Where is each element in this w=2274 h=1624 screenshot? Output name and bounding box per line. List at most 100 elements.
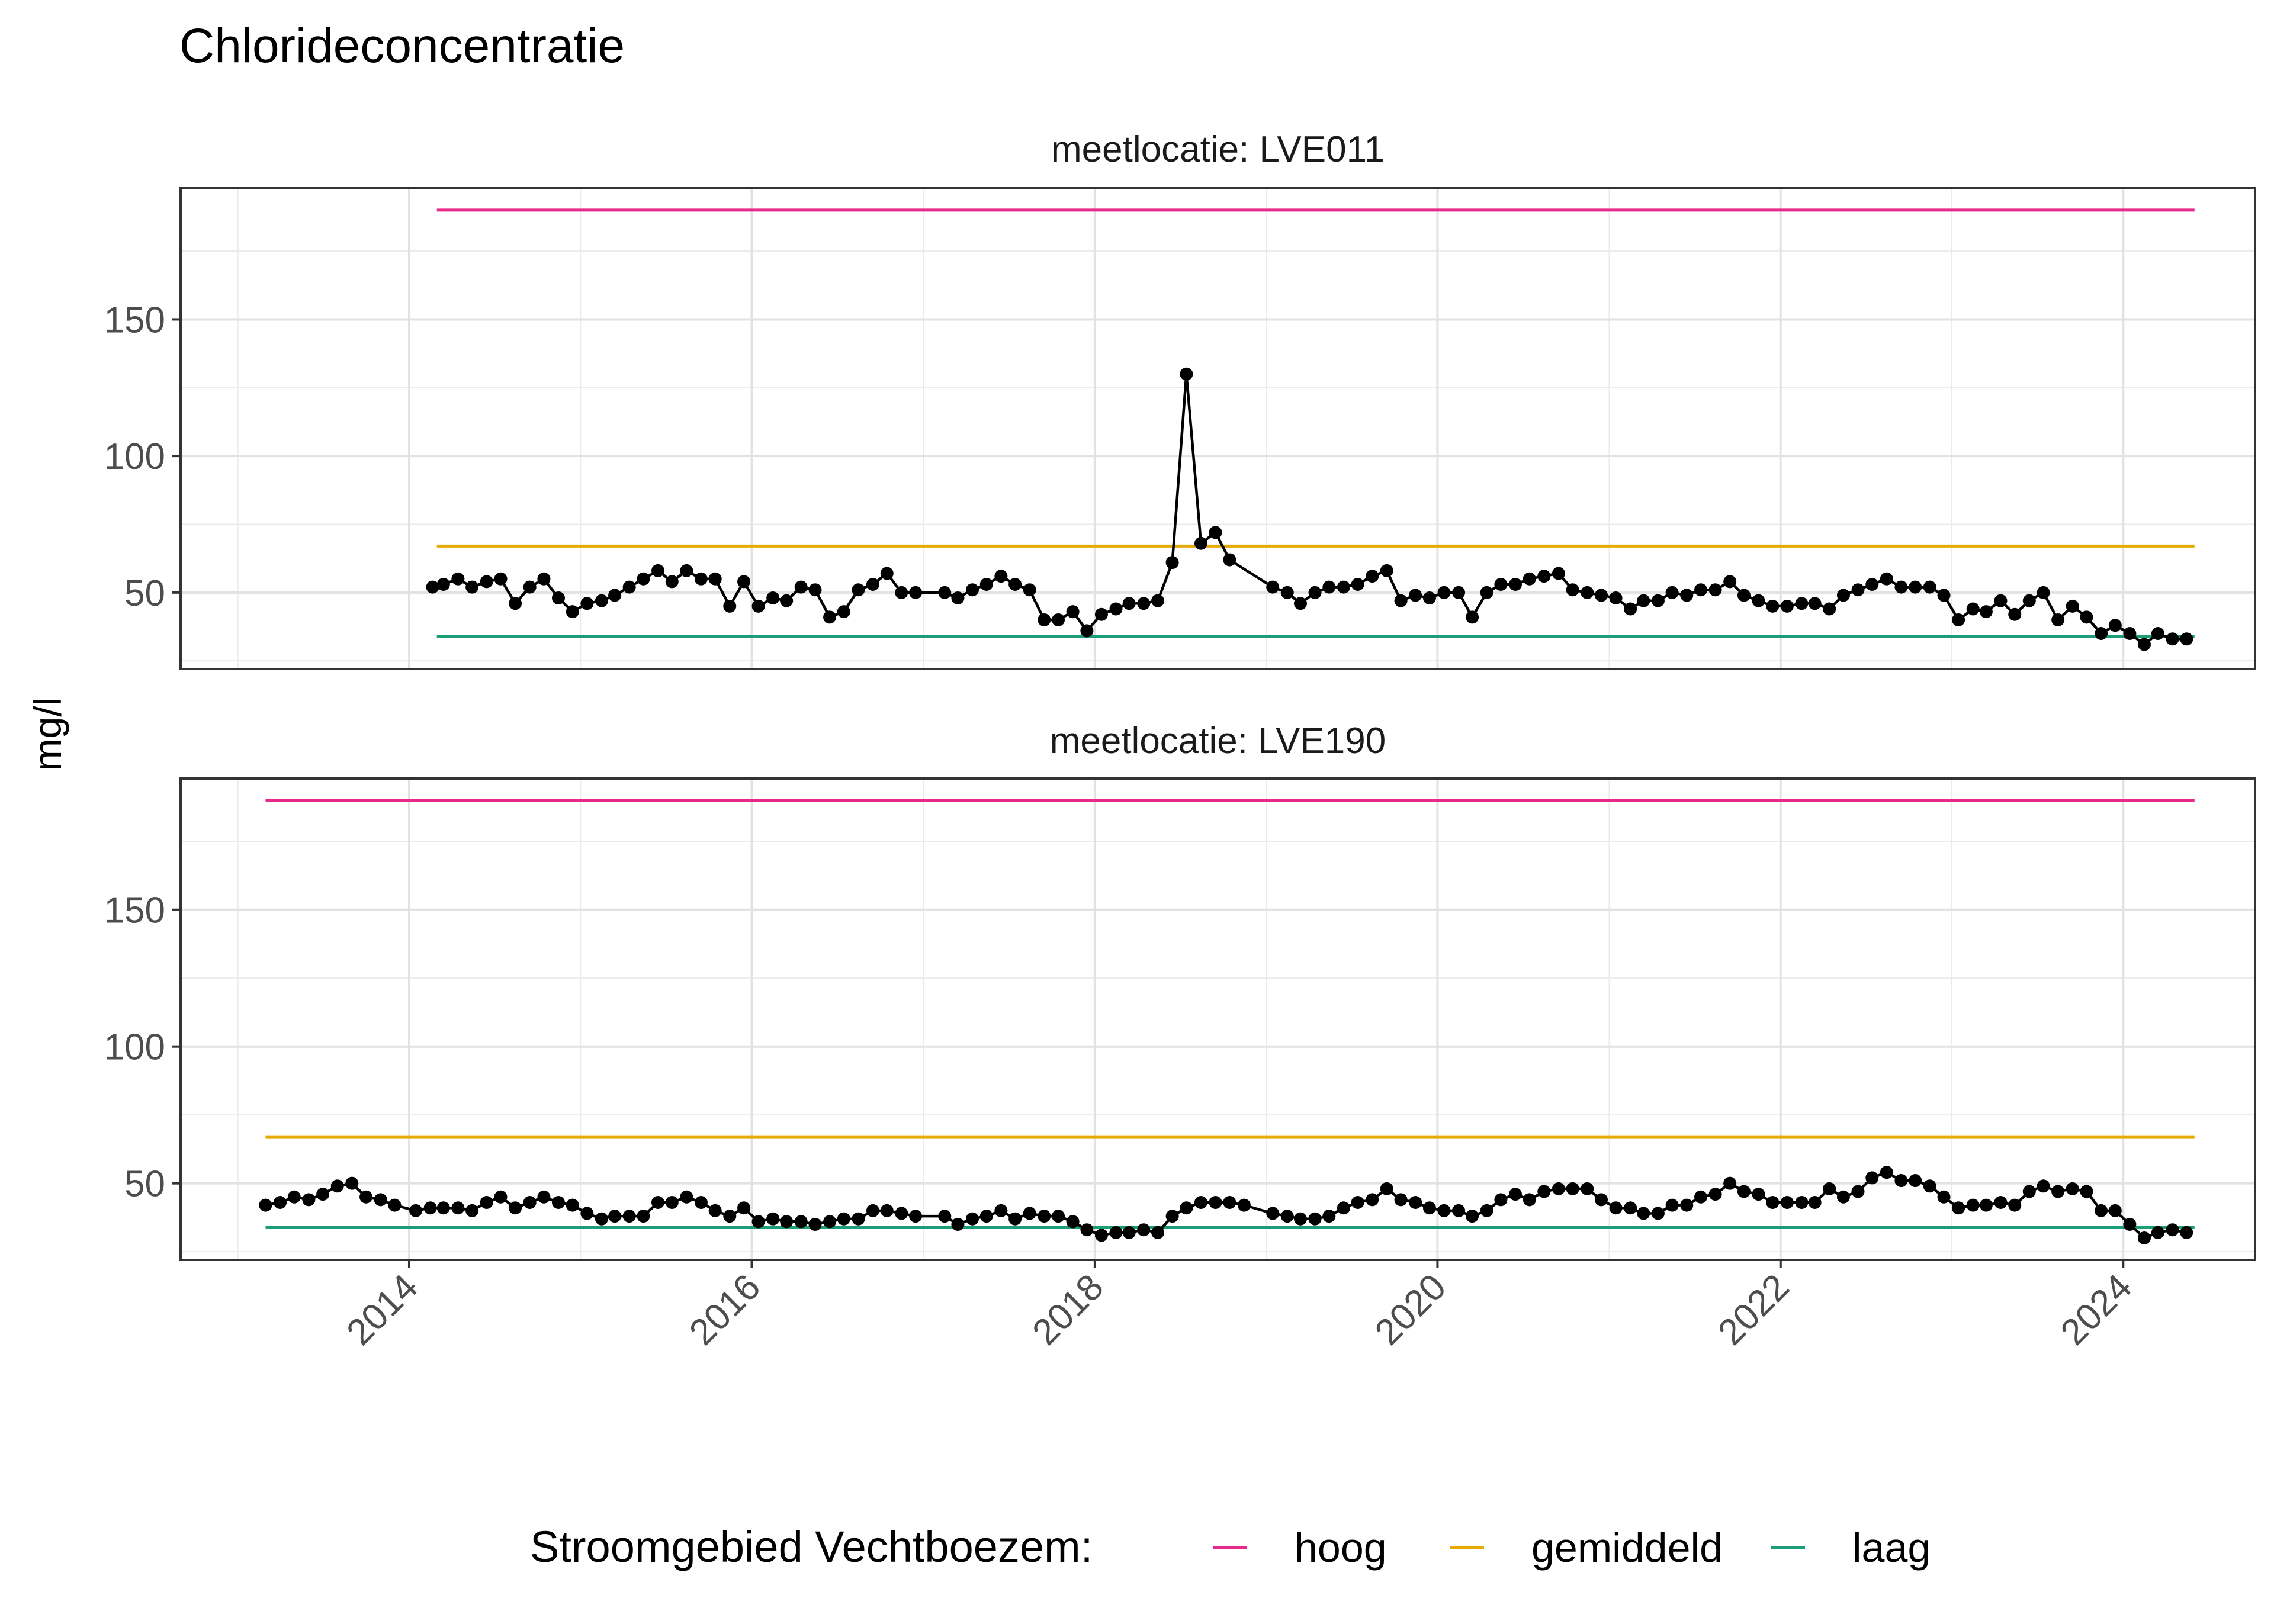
data-point xyxy=(852,583,865,597)
data-point xyxy=(1694,1190,1708,1204)
data-point xyxy=(1808,1195,1822,1209)
data-point xyxy=(1380,564,1393,577)
data-point xyxy=(1651,1207,1665,1220)
data-point xyxy=(1194,536,1207,550)
data-point xyxy=(1394,1193,1408,1207)
data-point xyxy=(622,580,636,594)
data-point xyxy=(509,1201,522,1215)
data-point xyxy=(909,586,923,599)
data-point xyxy=(1752,594,1765,607)
data-point xyxy=(994,570,1008,583)
data-point xyxy=(1523,1193,1536,1207)
data-point xyxy=(1737,1185,1751,1198)
data-point xyxy=(2137,638,2151,651)
data-point xyxy=(895,586,908,599)
data-point xyxy=(1851,583,1865,597)
data-point xyxy=(766,1212,780,1226)
data-point xyxy=(1808,597,1822,610)
data-point xyxy=(1966,602,1980,616)
data-point xyxy=(1094,607,1108,621)
data-point xyxy=(1151,594,1165,607)
data-point xyxy=(274,1195,287,1209)
panel-background xyxy=(181,779,2255,1260)
data-point xyxy=(651,1195,665,1209)
data-point xyxy=(1737,589,1751,602)
data-point xyxy=(1836,1190,1850,1204)
data-point xyxy=(1308,1212,1322,1226)
data-point xyxy=(1609,591,1623,605)
data-point xyxy=(1766,1195,1780,1209)
data-point xyxy=(1023,583,1036,597)
data-point xyxy=(595,1212,608,1226)
data-point xyxy=(1237,1198,1251,1212)
data-point xyxy=(259,1198,272,1212)
data-point xyxy=(1994,594,2008,607)
data-point xyxy=(1680,1198,1694,1212)
data-point xyxy=(1624,1201,1637,1215)
data-point xyxy=(494,1190,508,1204)
data-point xyxy=(723,1210,737,1223)
data-point xyxy=(1437,586,1451,599)
data-point xyxy=(1466,1210,1479,1223)
panel-border xyxy=(179,777,2256,1261)
data-point xyxy=(2066,1182,2079,1195)
data-point xyxy=(1595,1193,1608,1207)
data-point xyxy=(1151,1226,1165,1239)
data-point xyxy=(1466,610,1479,624)
data-point xyxy=(723,599,737,613)
data-point xyxy=(1008,577,1022,591)
data-point xyxy=(1752,1188,1765,1201)
data-point xyxy=(2151,1226,2164,1239)
data-point xyxy=(2108,619,2122,632)
data-point xyxy=(938,1210,952,1223)
data-point xyxy=(423,1201,437,1215)
data-point xyxy=(1322,580,1336,594)
data-point xyxy=(2080,1185,2093,1198)
data-point xyxy=(1452,586,1466,599)
data-point xyxy=(1109,602,1123,616)
data-point xyxy=(2066,599,2079,613)
data-point xyxy=(2095,1204,2108,1217)
data-point xyxy=(2008,607,2022,621)
data-point xyxy=(537,1190,551,1204)
data-point xyxy=(1223,1195,1236,1209)
data-point xyxy=(1109,1226,1123,1239)
data-point xyxy=(2123,627,2137,641)
data-point xyxy=(1880,1166,1893,1179)
data-point xyxy=(451,1201,465,1215)
data-point xyxy=(1209,526,1222,539)
legend-label-hoog: hoog xyxy=(1295,1525,1387,1571)
data-point xyxy=(1266,580,1280,594)
data-point xyxy=(766,591,780,605)
y-tick-label: 100 xyxy=(104,436,165,477)
data-point xyxy=(1665,586,1679,599)
data-point xyxy=(966,583,979,597)
data-point xyxy=(1708,1188,1722,1201)
data-point xyxy=(1194,1195,1207,1209)
data-point xyxy=(1994,1195,2008,1209)
data-point xyxy=(537,572,551,586)
data-point xyxy=(1180,1201,1193,1215)
x-tick-label: 2018 xyxy=(1024,1266,1111,1353)
data-point xyxy=(1595,589,1608,602)
data-point xyxy=(1480,586,1493,599)
data-point xyxy=(837,605,850,619)
x-tick-label: 2024 xyxy=(2053,1266,2140,1353)
data-point xyxy=(880,1204,894,1217)
data-point xyxy=(794,580,808,594)
data-point xyxy=(2008,1198,2022,1212)
data-point xyxy=(751,1215,765,1229)
data-point xyxy=(1266,1207,1280,1220)
data-point xyxy=(465,1204,479,1217)
data-point xyxy=(1351,577,1364,591)
data-point xyxy=(1637,1207,1650,1220)
data-point xyxy=(2180,1226,2193,1239)
data-point xyxy=(852,1212,865,1226)
data-point xyxy=(1422,1201,1436,1215)
data-point xyxy=(1337,580,1350,594)
data-point xyxy=(1066,605,1080,619)
data-point xyxy=(637,572,650,586)
data-point xyxy=(436,577,450,591)
data-point xyxy=(1052,1210,1065,1223)
